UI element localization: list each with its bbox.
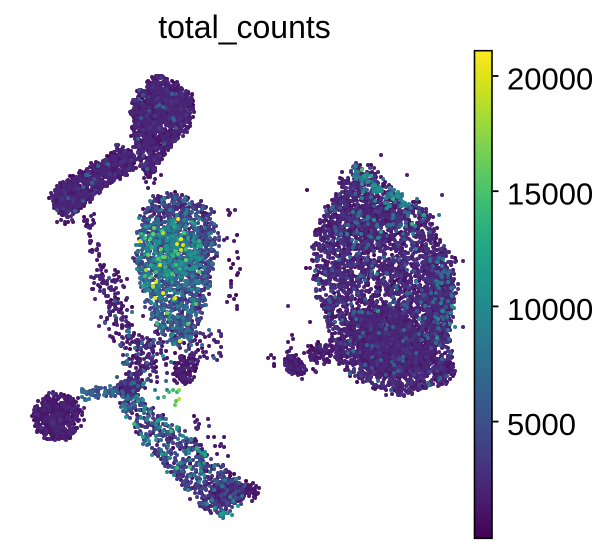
svg-text:5000: 5000 bbox=[507, 407, 576, 442]
svg-text:20000: 20000 bbox=[507, 62, 593, 97]
svg-text:15000: 15000 bbox=[507, 177, 593, 212]
svg-text:total_counts: total_counts bbox=[158, 9, 331, 45]
svg-text:10000: 10000 bbox=[507, 292, 593, 327]
